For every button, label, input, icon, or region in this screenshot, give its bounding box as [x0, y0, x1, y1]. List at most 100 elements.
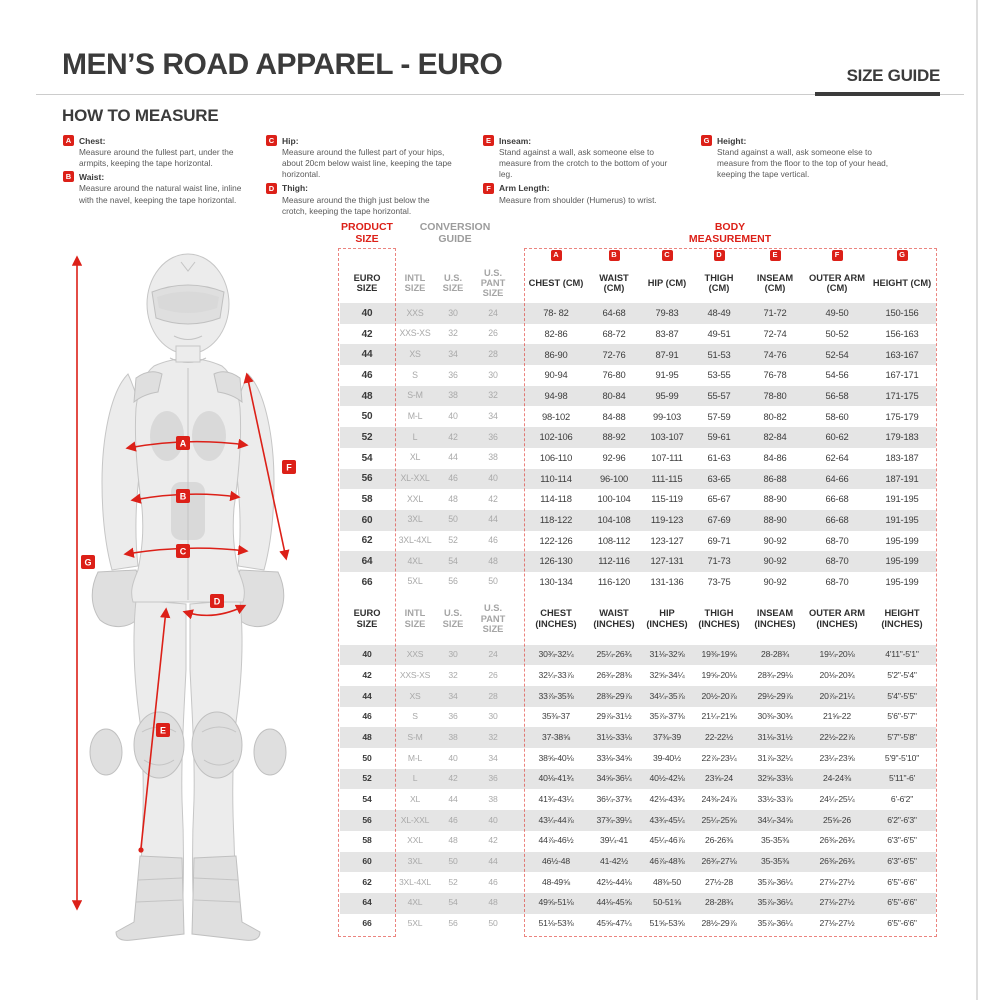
- table-cell: [516, 665, 526, 686]
- letter-badge-cell: E: [746, 248, 804, 263]
- table-cell: U.S. SIZE: [442, 272, 464, 293]
- table-cell: 54: [362, 794, 372, 805]
- table-cell: 50: [361, 411, 373, 423]
- table-cell: 53-55: [707, 369, 731, 381]
- table-cell: 23¼-23⅝: [819, 752, 855, 763]
- table-cell: XXS-XS: [399, 669, 431, 680]
- instruction-text: Measure from shoulder (Humerus) to wrist…: [499, 194, 657, 205]
- table-cell: M-L: [407, 410, 423, 421]
- measure-letter-badge: B: [63, 171, 74, 183]
- table-cell: 71-73: [707, 555, 731, 567]
- table-cell: 66: [362, 918, 372, 929]
- table-cell: 49⅝-51⅛: [538, 897, 574, 908]
- table-cell: 26¾-28⅜: [596, 669, 632, 680]
- table-cell: 6'3"-6'5": [887, 856, 917, 867]
- table-cell: [516, 914, 526, 935]
- table-cell: 44: [488, 856, 498, 867]
- table-cell: HEIGHT (CM): [872, 277, 932, 288]
- table-cell: 29½-29⅞: [757, 690, 793, 701]
- table-cell: U.S. SIZE: [442, 608, 464, 629]
- table-cell: 67-69: [707, 514, 731, 526]
- table-cell: 21⅝-22: [823, 711, 851, 722]
- body-measurement-header: BODY MEASUREMENT: [688, 220, 772, 245]
- table-cell: 46: [361, 369, 373, 381]
- table-cell: [516, 686, 526, 707]
- table-cell: EURO SIZE: [353, 608, 381, 629]
- table-cell: 66-68: [825, 493, 849, 505]
- size-table: PRODUCT SIZE CONVERSION GUIDE BODY MEASU…: [338, 218, 937, 937]
- product-size-header: PRODUCT SIZE: [341, 220, 393, 245]
- table-cell: 86-88: [763, 472, 787, 484]
- table-cell: 60: [361, 514, 373, 526]
- table-cell: 3XL-4XL: [398, 535, 432, 546]
- table-cell: 5'11"-6': [888, 773, 916, 784]
- table-cell: 25⅝-26: [823, 814, 851, 825]
- table-cell: 40: [488, 814, 498, 825]
- table-cell: 183-187: [885, 451, 919, 463]
- table-cell: 44⅛-45⅝: [596, 897, 632, 908]
- table-cell: XXL: [406, 493, 424, 504]
- table-cell: [516, 572, 526, 593]
- size-guide-label: SIZE GUIDE: [846, 66, 941, 85]
- measure-letter-badge: A: [550, 250, 562, 261]
- table-cell: 78- 82: [543, 307, 569, 319]
- table-cell: 28-28¾: [705, 897, 733, 908]
- table-cell: 111-115: [651, 472, 683, 484]
- table-cell: 50: [362, 752, 372, 763]
- table-cell: 46: [488, 876, 498, 887]
- instruction-text: Measure around the fullest part, under t…: [79, 147, 234, 169]
- table-cell: 37¾-39¼: [596, 814, 632, 825]
- table-cell: 191-195: [885, 493, 919, 505]
- table-cell: 24: [488, 307, 498, 318]
- table-cell: THIGH (INCHES): [698, 608, 740, 629]
- table-cell: [516, 831, 526, 852]
- table-row: 42 XXS-XS 32 26 82-86 68-72 83-87 49-51 72-74 50-…: [340, 324, 936, 345]
- table-cell: 126-130: [539, 555, 573, 567]
- table-cell: 50: [448, 856, 458, 867]
- measure-letter-badge: D: [266, 182, 277, 194]
- table-row: 46 S 36 30 90-94 76-80 91-95 53-55 76-78 54-56 167…: [340, 365, 936, 386]
- table-cell: U.S. PANT SIZE: [480, 267, 506, 299]
- table-cell: [516, 406, 526, 427]
- table-cell: 34¼-34⅝: [757, 814, 793, 825]
- table-cell: 44⅞-46½: [538, 835, 574, 846]
- table-row: 46 S 36 30 35⅜-37 29⅞-31½ 35⅞-37⅜ 21¼-21⅝ 30⅜-30…: [340, 707, 936, 728]
- table-cell: INTL SIZE: [404, 272, 426, 293]
- measure-letter-badge: F: [483, 182, 494, 194]
- table-row: 50 M-L 40 34 98-102 84-88 99-103 57-59 80-82 58-6…: [340, 406, 936, 427]
- table-cell: 21¼-21⅝: [701, 711, 737, 722]
- measure-letter-badge: G: [896, 250, 908, 261]
- table-cell: 5'9"-5'10": [884, 752, 920, 763]
- table-cell: [516, 344, 526, 365]
- table-cell: 34¼-35⅞: [649, 690, 685, 701]
- table-cell: 42: [488, 835, 498, 846]
- table-cell: 35⅜-37: [542, 711, 570, 722]
- table-cell: 52: [448, 876, 458, 887]
- table-cell: 35⅞-36¼: [757, 876, 793, 887]
- table-cell: 52: [361, 431, 373, 443]
- table-cell: 119-123: [650, 514, 684, 526]
- table-cell: 84-86: [763, 451, 787, 463]
- table-cell: CHEST (CM): [528, 277, 584, 288]
- table-cell: 3XL: [407, 856, 423, 867]
- table-cell: 33½-33⅞: [757, 794, 793, 805]
- table-cell: 103-107: [650, 431, 684, 443]
- measure-letter-badge: E: [483, 135, 494, 146]
- measure-letter-badge: F: [831, 250, 843, 261]
- table-cell: 115-119: [651, 493, 683, 505]
- table-cell: [516, 893, 526, 914]
- table-cell: 58: [362, 835, 372, 846]
- table-cell: 42: [448, 773, 458, 784]
- table-cell: 41¾-43¼: [538, 794, 574, 805]
- table-cell: 5XL: [407, 576, 423, 587]
- table-cell: 45⅝-47¼: [596, 918, 632, 929]
- table-cell: 86-90: [544, 348, 568, 360]
- table-cell: S: [412, 711, 418, 722]
- table-cell: 175-179: [885, 410, 919, 422]
- table-cell: 72-74: [763, 327, 787, 339]
- table-cell: 20⅛-20¾: [819, 669, 855, 680]
- table-cell: 50: [448, 514, 458, 525]
- table-cell: 87-91: [655, 348, 679, 360]
- table-cell: 26⅜-26¾: [819, 835, 855, 846]
- table-cell: XXS-XS: [399, 328, 431, 339]
